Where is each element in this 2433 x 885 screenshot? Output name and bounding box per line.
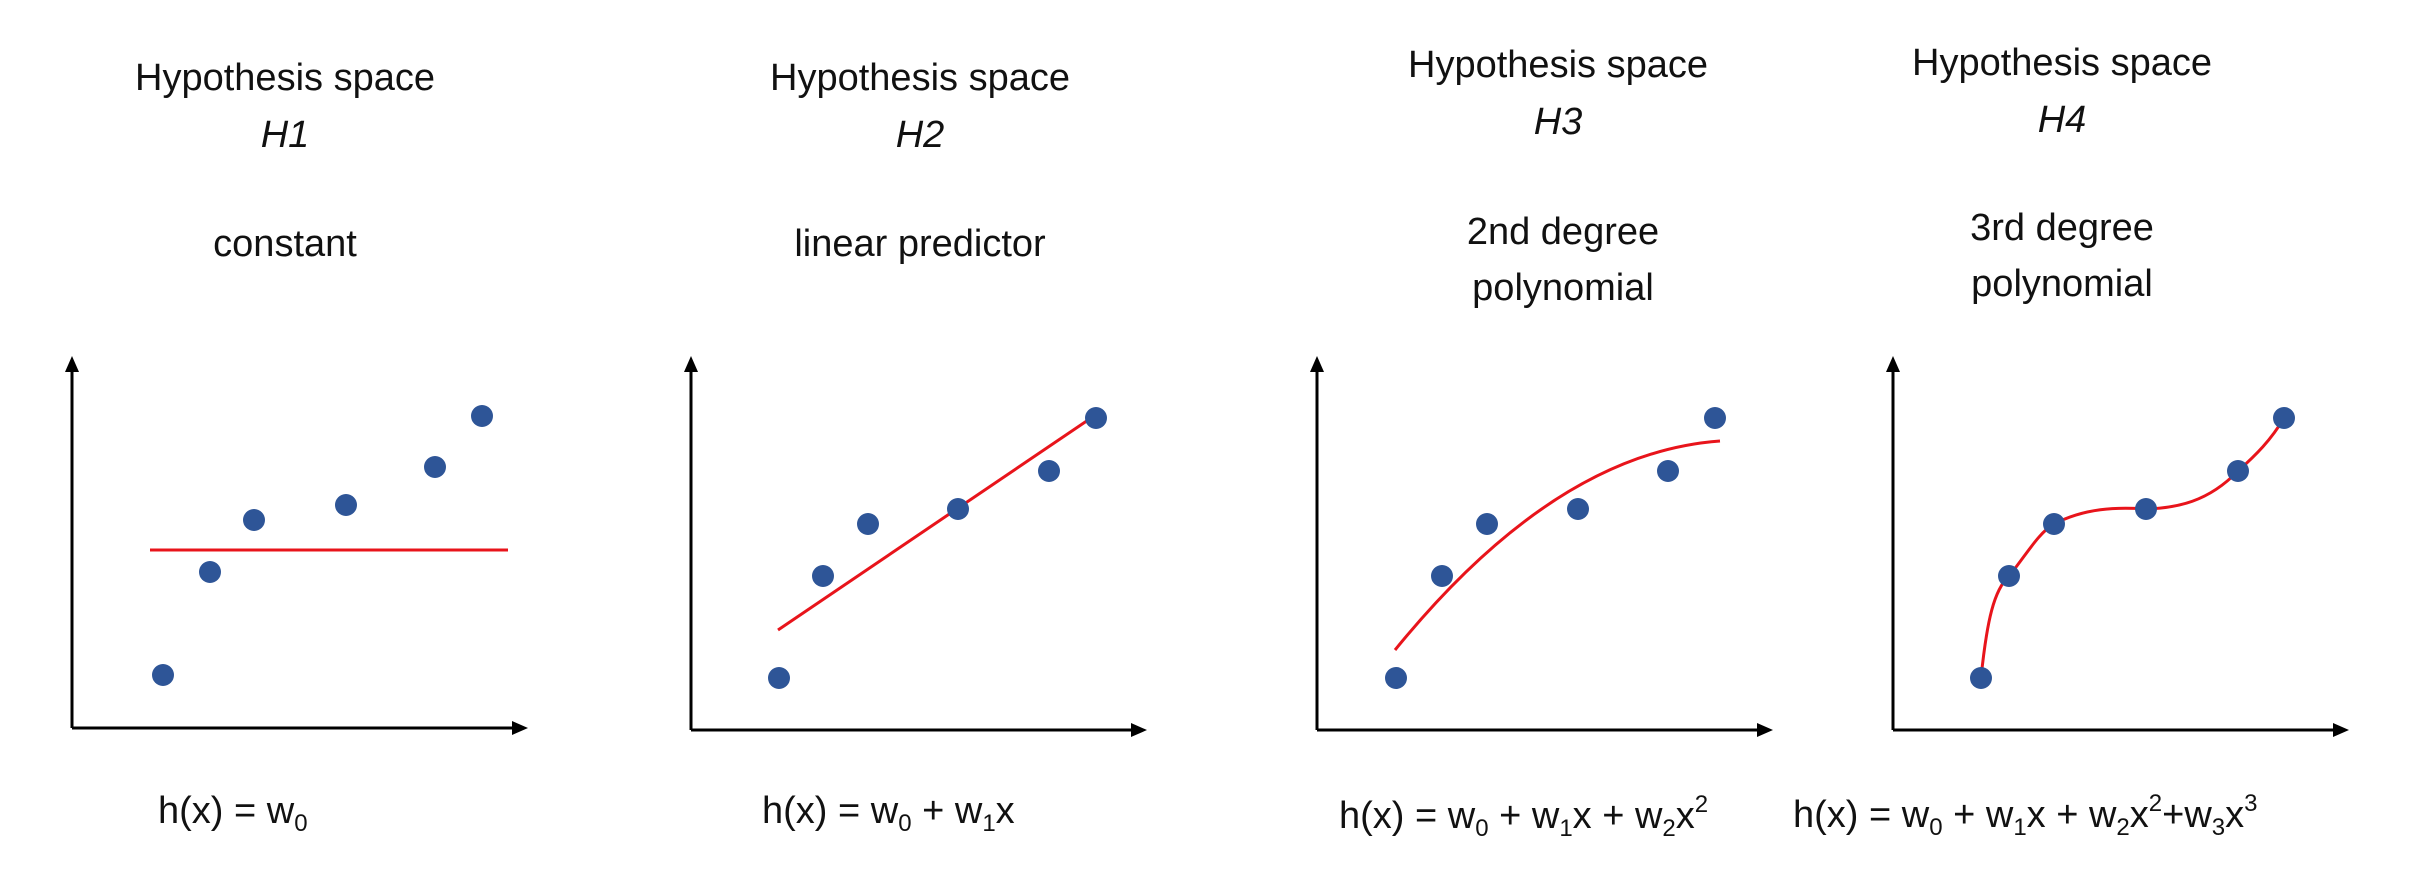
hypothesis-space-label: H4 (2037, 99, 2087, 141)
panel-description: polynomial (1472, 267, 1654, 309)
data-point (1657, 460, 1679, 482)
plot-h2 (684, 356, 1147, 737)
hypothesis-space-label: H1 (260, 114, 310, 156)
panel-description: linear predictor (794, 223, 1046, 265)
data-point (1998, 565, 2020, 587)
panel-heading: Hypothesis space (1912, 42, 2212, 84)
data-point (1704, 407, 1726, 429)
hypothesis-space-label: H3 (1533, 101, 1583, 143)
data-point (471, 405, 493, 427)
fit-curve-quadratic (1393, 439, 1721, 651)
plot-h1 (65, 356, 528, 735)
panel-h3: Hypothesis space H3 2nd degree polynomia… (1263, 0, 1863, 885)
hypothesis-formula: h(x) = w0 + w1x + w2x2+w3x3 (1793, 790, 2258, 841)
data-point (857, 513, 879, 535)
hypothesis-formula: h(x) = w0 (158, 790, 308, 837)
data-point (2273, 407, 2295, 429)
hypothesis-space-label: H2 (895, 114, 945, 156)
panel-heading: Hypothesis space (1408, 44, 1708, 86)
data-point (812, 565, 834, 587)
data-point (2227, 460, 2249, 482)
data-point (1431, 565, 1453, 587)
data-point (947, 498, 969, 520)
data-point (199, 561, 221, 583)
panel-description: 3rd degree (1970, 207, 2154, 249)
plot-h4 (1886, 356, 2349, 737)
panel-description: 2nd degree (1466, 211, 1660, 253)
x-axis-arrowhead (512, 721, 528, 735)
panel-h4: Hypothesis space H4 3rd degree polynomia… (1793, 0, 2402, 885)
y-axis-arrowhead (1310, 356, 1324, 372)
x-axis-arrowhead (1757, 723, 1773, 737)
data-point (152, 664, 174, 686)
data-point (1085, 407, 1107, 429)
x-axis-arrowhead (2333, 723, 2349, 737)
fit-curve-cubic (1979, 417, 2286, 679)
hypothesis-formula: h(x) = w0 + w1x (762, 790, 1015, 837)
panel-heading: Hypothesis space (770, 57, 1070, 99)
data-point (1476, 513, 1498, 535)
data-point (768, 667, 790, 689)
panel-h2: Hypothesis space H2 linear predictor h(x… (620, 0, 1220, 885)
x-axis-arrowhead (1131, 723, 1147, 737)
data-point (1970, 667, 1992, 689)
data-point (424, 456, 446, 478)
fit-line-linear (777, 412, 1098, 632)
data-point (1385, 667, 1407, 689)
data-point (2043, 513, 2065, 535)
data-point (335, 494, 357, 516)
y-axis-arrowhead (65, 356, 79, 372)
data-point (1038, 460, 1060, 482)
data-point (2135, 498, 2157, 520)
panel-description: polynomial (1971, 263, 2153, 305)
panel-h1: Hypothesis space H1 constant h(x) = w0 (0, 0, 600, 885)
hypothesis-formula: h(x) = w0 + w1x + w2x2 (1339, 791, 1709, 842)
panel-heading: Hypothesis space (135, 57, 435, 99)
y-axis-arrowhead (684, 356, 698, 372)
data-point (1567, 498, 1589, 520)
y-axis-arrowhead (1886, 356, 1900, 372)
data-point (243, 509, 265, 531)
panel-description: constant (213, 223, 357, 265)
plot-h3 (1310, 356, 1773, 737)
